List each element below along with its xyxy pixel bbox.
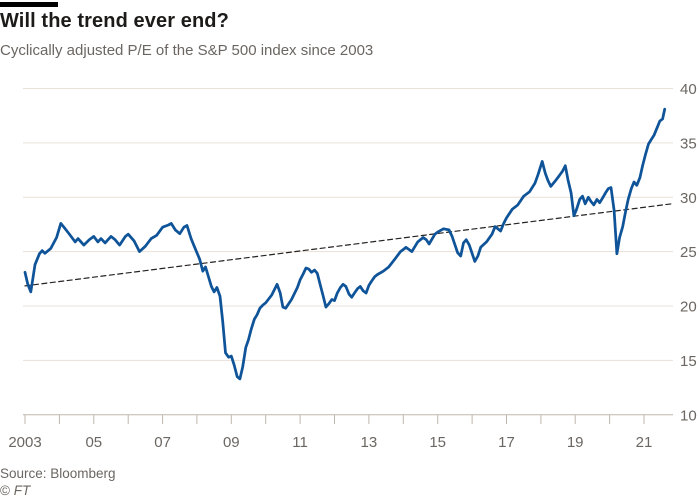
chart-title: Will the trend ever end? — [0, 10, 229, 32]
ft-copyright: © FT — [0, 483, 30, 498]
x-axis-label: 11 — [292, 434, 308, 451]
x-axis-label: 15 — [429, 434, 446, 451]
y-axis-label: 25 — [680, 244, 697, 261]
x-axis-label: 2003 — [8, 434, 41, 451]
cape-line — [23, 107, 667, 381]
x-axis-label: 19 — [567, 434, 584, 451]
source-note: Source: Bloomberg — [0, 466, 116, 481]
x-axis-label: 05 — [85, 434, 102, 451]
x-axis-label: 17 — [498, 434, 515, 451]
title-bar — [0, 2, 58, 7]
trend-line — [24, 203, 673, 287]
x-axis-label: 07 — [154, 434, 171, 451]
chart-subtitle: Cyclically adjusted P/E of the S&P 500 i… — [0, 42, 374, 59]
y-axis-label: 15 — [680, 353, 697, 370]
copyright-mark: FT — [13, 483, 31, 498]
x-axis-label: 21 — [636, 434, 653, 451]
y-axis-label: 20 — [680, 299, 697, 316]
x-axis-label: 13 — [361, 434, 378, 451]
y-axis-label: 30 — [680, 190, 697, 207]
y-axis-label: 40 — [680, 81, 697, 98]
y-axis-label: 35 — [680, 135, 697, 152]
copyright-symbol: © — [0, 483, 10, 498]
y-axis-label: 10 — [680, 407, 697, 424]
x-axis-label: 09 — [223, 434, 240, 451]
